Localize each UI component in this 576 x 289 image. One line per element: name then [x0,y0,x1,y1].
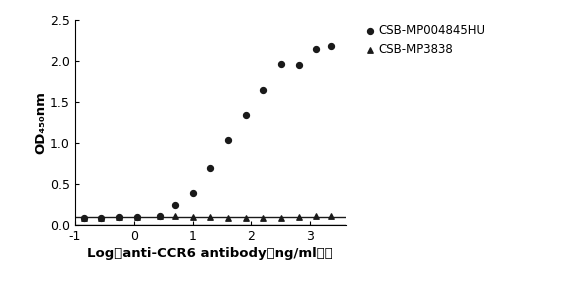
Legend: CSB-MP004845HU, CSB-MP3838: CSB-MP004845HU, CSB-MP3838 [365,22,487,59]
CSB-MP004845HU [132,215,141,220]
CSB-MP3838 [156,214,165,219]
CSB-MP004845HU [97,216,106,220]
CSB-MP3838 [276,216,286,220]
CSB-MP3838 [326,213,335,218]
CSB-MP004845HU [206,166,215,170]
CSB-MP3838 [206,215,215,220]
CSB-MP004845HU [276,62,286,66]
CSB-MP004845HU [294,62,303,67]
CSB-MP004845HU [170,203,180,207]
CSB-MP004845HU [326,44,335,49]
CSB-MP3838 [312,214,321,219]
CSB-MP004845HU [259,88,268,92]
CSB-MP3838 [294,215,303,220]
CSB-MP004845HU [312,47,321,51]
CSB-MP004845HU [241,112,250,117]
CSB-MP3838 [132,215,141,220]
CSB-MP3838 [79,216,88,220]
CSB-MP3838 [223,216,233,220]
CSB-MP3838 [188,215,197,220]
CSB-MP3838 [97,216,106,220]
CSB-MP004845HU [188,191,197,196]
Y-axis label: OD₄₅₀nm: OD₄₅₀nm [34,91,47,154]
CSB-MP3838 [259,216,268,220]
CSB-MP004845HU [156,213,165,218]
CSB-MP004845HU [223,138,233,142]
CSB-MP004845HU [79,216,88,220]
X-axis label: Log（anti-CCR6 antibody（ng/ml））: Log（anti-CCR6 antibody（ng/ml）） [88,247,333,260]
CSB-MP3838 [241,216,250,220]
CSB-MP004845HU [115,215,124,220]
CSB-MP3838 [115,215,124,220]
CSB-MP3838 [170,214,180,219]
